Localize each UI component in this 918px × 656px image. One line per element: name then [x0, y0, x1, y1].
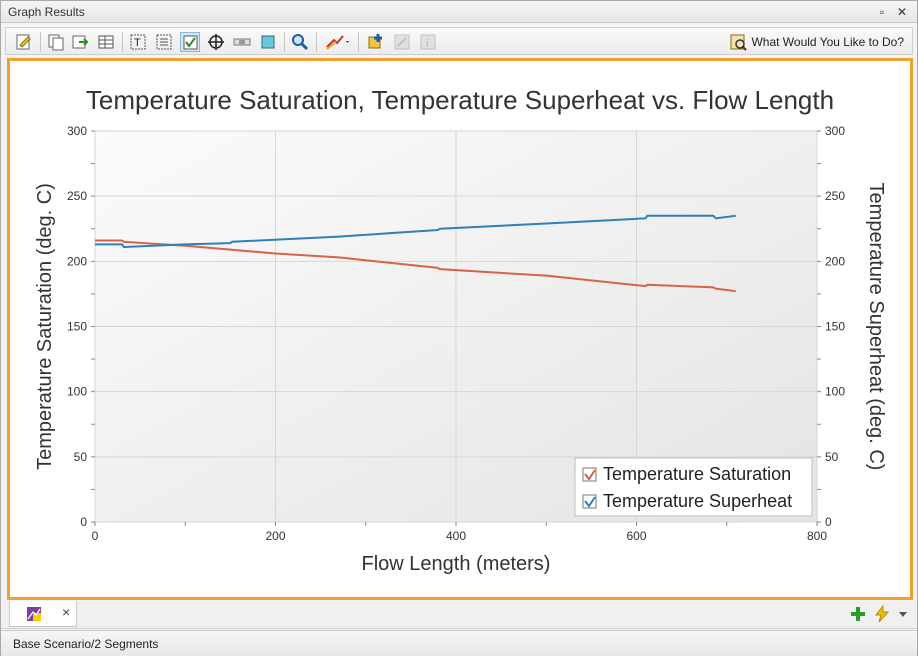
help-button[interactable]: What Would You Like to Do? — [729, 32, 904, 52]
y-tick-label: 200 — [67, 254, 87, 268]
x-axis-label: Flow Length (meters) — [362, 553, 551, 575]
toolbar: T i What Would You Like to Do? — [5, 27, 913, 55]
restore-icon[interactable]: ▫ — [879, 5, 885, 19]
graph-area[interactable]: Temperature Saturation, Temperature Supe… — [7, 58, 913, 600]
legend-check-icon — [584, 469, 596, 481]
legend-checkbox — [582, 494, 597, 509]
svg-text:i: i — [426, 38, 428, 50]
x-tick-label: 0 — [92, 529, 99, 543]
title-bar: Graph Results ▫ ✕ — [1, 1, 917, 23]
x-tick-label: 200 — [265, 529, 285, 543]
zoom-icon[interactable] — [290, 32, 310, 52]
legend-check-icon — [584, 496, 596, 508]
tab-bar: × — [1, 601, 917, 629]
legend-icon[interactable] — [154, 32, 174, 52]
window-title: Graph Results — [8, 5, 85, 19]
series-line-saturation — [95, 239, 736, 293]
scrollbar-icon[interactable] — [232, 32, 252, 52]
square-icon[interactable] — [258, 32, 278, 52]
legend-box — [574, 457, 813, 517]
add-icon[interactable] — [849, 605, 867, 623]
dropdown-arrow-icon[interactable] — [897, 605, 909, 623]
chart-title: Temperature Saturation, Temperature Supe… — [85, 85, 835, 115]
status-bar: Base Scenario/2 Segments — [1, 630, 917, 656]
legend-label: Temperature Saturation — [603, 464, 791, 484]
y2-tick-label: 250 — [825, 189, 845, 203]
x-tick-label: 800 — [807, 529, 827, 543]
y-tick-label: 0 — [80, 515, 87, 529]
info-disabled-icon[interactable]: i — [418, 32, 438, 52]
y-tick-label: 100 — [67, 385, 87, 399]
tab-close-button[interactable]: × — [62, 604, 71, 620]
series-line-superheat — [95, 214, 736, 249]
close-icon[interactable]: ✕ — [896, 5, 908, 19]
y-tick-label: 150 — [67, 320, 87, 334]
graph-tab-icon — [27, 607, 41, 621]
y-tick-label: 50 — [74, 450, 88, 464]
y2-tick-label: 200 — [825, 254, 845, 268]
y2-axis-label: Temperature Superheat (deg. C) — [865, 183, 887, 471]
y2-tick-label: 0 — [825, 515, 832, 529]
x-tick-label: 400 — [446, 529, 466, 543]
y2-tick-label: 50 — [825, 450, 839, 464]
status-text: Base Scenario/2 Segments — [13, 637, 159, 651]
crosshair-icon[interactable] — [206, 32, 226, 52]
y2-tick-label: 100 — [825, 385, 845, 399]
text-icon[interactable]: T — [128, 32, 148, 52]
edit-disabled-icon[interactable] — [392, 32, 412, 52]
help-book-icon — [730, 34, 748, 51]
x-tick-label: 600 — [626, 529, 646, 543]
add-graph-icon[interactable] — [366, 32, 386, 52]
style-icon[interactable] — [324, 32, 352, 52]
copy-icon[interactable] — [46, 32, 66, 52]
legend-checkbox — [582, 467, 597, 482]
lightning-icon[interactable] — [873, 605, 891, 623]
table-icon[interactable] — [96, 32, 116, 52]
help-label: What Would You Like to Do? — [751, 35, 904, 49]
export-icon[interactable] — [70, 32, 90, 52]
checkbox-icon[interactable] — [180, 32, 200, 52]
svg-text:T: T — [134, 37, 141, 49]
y-tick-label: 250 — [67, 189, 87, 203]
tab-graph[interactable]: × — [9, 601, 77, 627]
legend-label: Temperature Superheat — [603, 491, 792, 511]
edit-icon[interactable] — [14, 32, 34, 52]
y-tick-label: 300 — [67, 124, 87, 138]
y2-tick-label: 300 — [825, 124, 845, 138]
y-axis-label: Temperature Saturation (deg. C) — [34, 183, 56, 470]
y2-tick-label: 150 — [825, 320, 845, 334]
